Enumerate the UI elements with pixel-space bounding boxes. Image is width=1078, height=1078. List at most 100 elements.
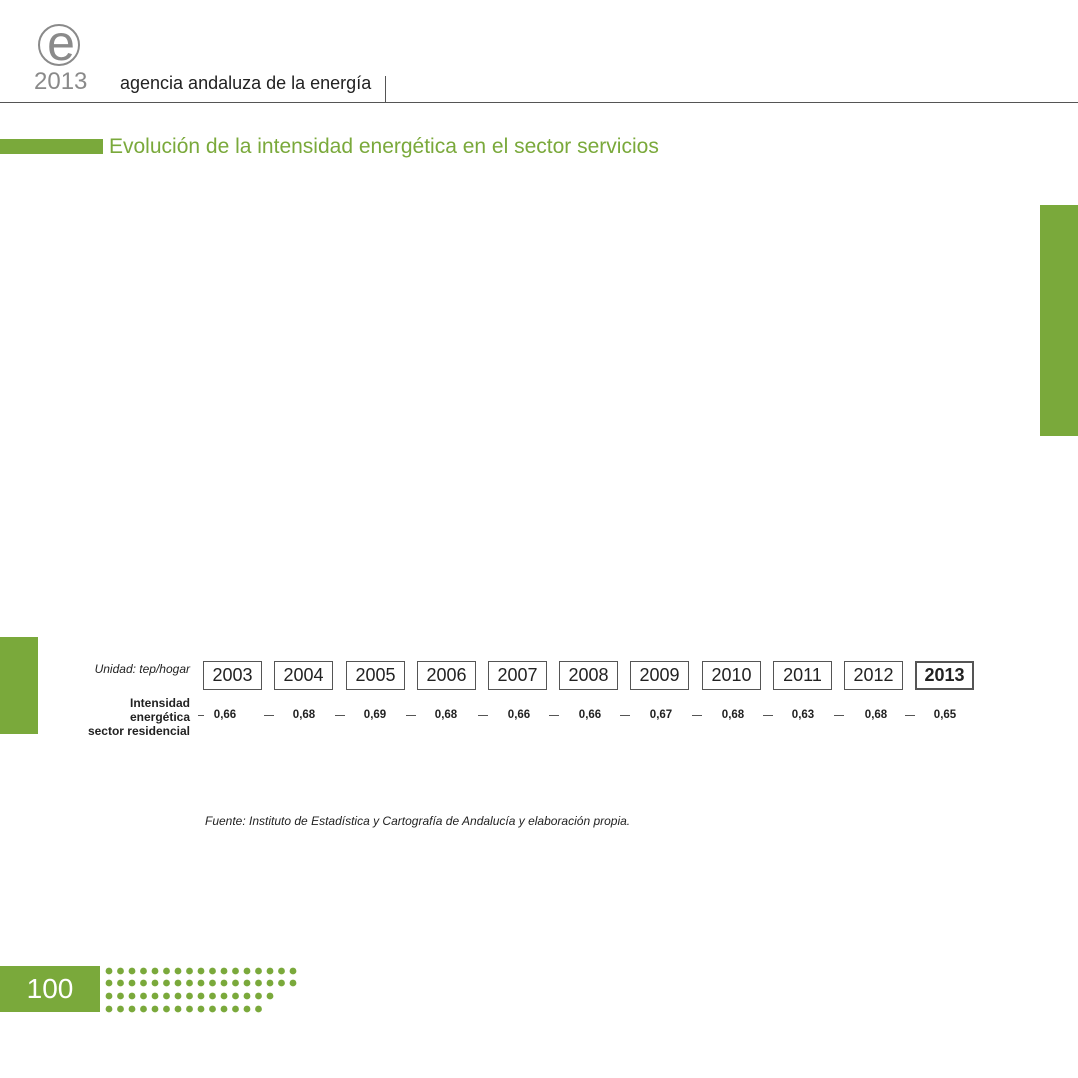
year-header-cell: 2009 bbox=[630, 661, 689, 690]
decorative-dot bbox=[151, 992, 159, 1000]
decorative-dot bbox=[117, 992, 124, 1000]
header-divider-vertical bbox=[385, 76, 386, 102]
decorative-dot bbox=[289, 967, 297, 975]
header-rule bbox=[0, 102, 1078, 103]
decorative-dot bbox=[128, 992, 136, 1000]
year-header-cell: 2005 bbox=[346, 661, 405, 690]
value-cell: 0,67 bbox=[649, 709, 673, 721]
decorative-dot bbox=[140, 1005, 147, 1013]
decorative-dot bbox=[163, 979, 170, 987]
decorative-dots bbox=[105, 967, 297, 1013]
decorative-dot bbox=[209, 979, 216, 987]
decorative-dot bbox=[163, 1005, 170, 1013]
logo-letter: e bbox=[47, 15, 75, 71]
decorative-dot bbox=[220, 979, 228, 987]
decorative-dot bbox=[197, 979, 205, 987]
title-accent-bar bbox=[0, 139, 103, 154]
row-label-line: sector residencial bbox=[87, 724, 190, 738]
decorative-dot bbox=[105, 992, 113, 1000]
decorative-dot bbox=[209, 967, 216, 975]
decorative-dot bbox=[140, 992, 147, 1000]
decorative-dot bbox=[232, 992, 239, 1000]
value-cell: 0,63 bbox=[791, 709, 815, 721]
decorative-dot bbox=[197, 1005, 205, 1013]
value-cell: 0,68 bbox=[721, 709, 745, 721]
decorative-dot bbox=[243, 1005, 251, 1013]
decorative-dot bbox=[255, 992, 262, 1000]
decorative-dot bbox=[186, 992, 193, 1000]
decorative-dot bbox=[266, 967, 274, 975]
year-header-cell: 2011 bbox=[773, 661, 832, 690]
dash-separator bbox=[905, 715, 915, 716]
decorative-dot bbox=[163, 992, 170, 1000]
decorative-dot bbox=[105, 967, 113, 975]
decorative-dot bbox=[128, 967, 136, 975]
decorative-dot bbox=[232, 979, 239, 987]
decorative-dot bbox=[209, 992, 216, 1000]
decorative-dot bbox=[243, 992, 251, 1000]
row-label: Intensidad energética sector residencial bbox=[60, 696, 190, 738]
decorative-dot bbox=[117, 967, 124, 975]
dash-separator bbox=[335, 715, 345, 716]
right-side-tab bbox=[1040, 205, 1078, 436]
decorative-dot bbox=[128, 979, 136, 987]
value-cell: 0,66 bbox=[507, 709, 531, 721]
year-header-cell: 2003 bbox=[203, 661, 262, 690]
year-header-cell: 2007 bbox=[488, 661, 547, 690]
value-cell: 0,66 bbox=[578, 709, 602, 721]
decorative-dot bbox=[140, 979, 147, 987]
dash-separator bbox=[620, 715, 630, 716]
dash-separator bbox=[478, 715, 488, 716]
decorative-dot bbox=[220, 1005, 228, 1013]
decorative-dot bbox=[128, 1005, 136, 1013]
dash-separator bbox=[763, 715, 773, 716]
row-label-line: energética bbox=[129, 710, 190, 724]
decorative-dot bbox=[117, 1005, 124, 1013]
decorative-dot bbox=[174, 979, 182, 987]
unit-label: Unidad: tep/hogar bbox=[94, 662, 190, 676]
decorative-dot bbox=[255, 967, 262, 975]
logo-circle bbox=[38, 24, 80, 66]
agency-name: agencia andaluza de la energía bbox=[120, 73, 372, 93]
decorative-dot bbox=[243, 979, 251, 987]
dash-separator bbox=[692, 715, 702, 716]
source-note: Fuente: Instituto de Estadística y Carto… bbox=[205, 814, 631, 828]
decorative-dot bbox=[163, 967, 170, 975]
year-header-cell: 2010 bbox=[702, 661, 761, 690]
decorative-dot bbox=[105, 1005, 113, 1013]
decorative-dot bbox=[174, 1005, 182, 1013]
year-header-cell: 2004 bbox=[274, 661, 333, 690]
decorative-dot bbox=[151, 1005, 159, 1013]
decorative-dot bbox=[105, 979, 113, 987]
decorative-dot bbox=[255, 979, 262, 987]
value-cell: 0,69 bbox=[363, 709, 387, 721]
value-cell: 0,65 bbox=[933, 709, 957, 721]
left-side-tab bbox=[0, 637, 38, 734]
decorative-dot bbox=[174, 967, 182, 975]
decorative-dot bbox=[266, 979, 274, 987]
year-header-cell: 2008 bbox=[559, 661, 618, 690]
value-cell: 0,68 bbox=[434, 709, 458, 721]
decorative-dot bbox=[197, 992, 205, 1000]
dash-separator bbox=[264, 715, 274, 716]
page-number: 100 bbox=[26, 973, 74, 1004]
year-header-cell: 2013 bbox=[915, 661, 974, 690]
decorative-dot bbox=[186, 1005, 193, 1013]
decorative-dot bbox=[186, 967, 193, 975]
decorative-dot bbox=[197, 967, 205, 975]
decorative-dot bbox=[232, 967, 239, 975]
decorative-dot bbox=[174, 992, 182, 1000]
dash-separator bbox=[834, 715, 844, 716]
decorative-dot bbox=[220, 967, 228, 975]
decorative-dot bbox=[151, 967, 159, 975]
value-cell: 0,68 bbox=[864, 709, 888, 721]
decorative-dot bbox=[117, 979, 124, 987]
dash-separator bbox=[198, 715, 204, 716]
row-label-line: Intensidad bbox=[129, 696, 190, 710]
year-header-cell: 2012 bbox=[844, 661, 903, 690]
decorative-dot bbox=[140, 967, 147, 975]
dash-separator bbox=[406, 715, 416, 716]
header-year: 2013 bbox=[34, 68, 88, 95]
decorative-dot bbox=[278, 979, 285, 987]
decorative-dot bbox=[232, 1005, 239, 1013]
